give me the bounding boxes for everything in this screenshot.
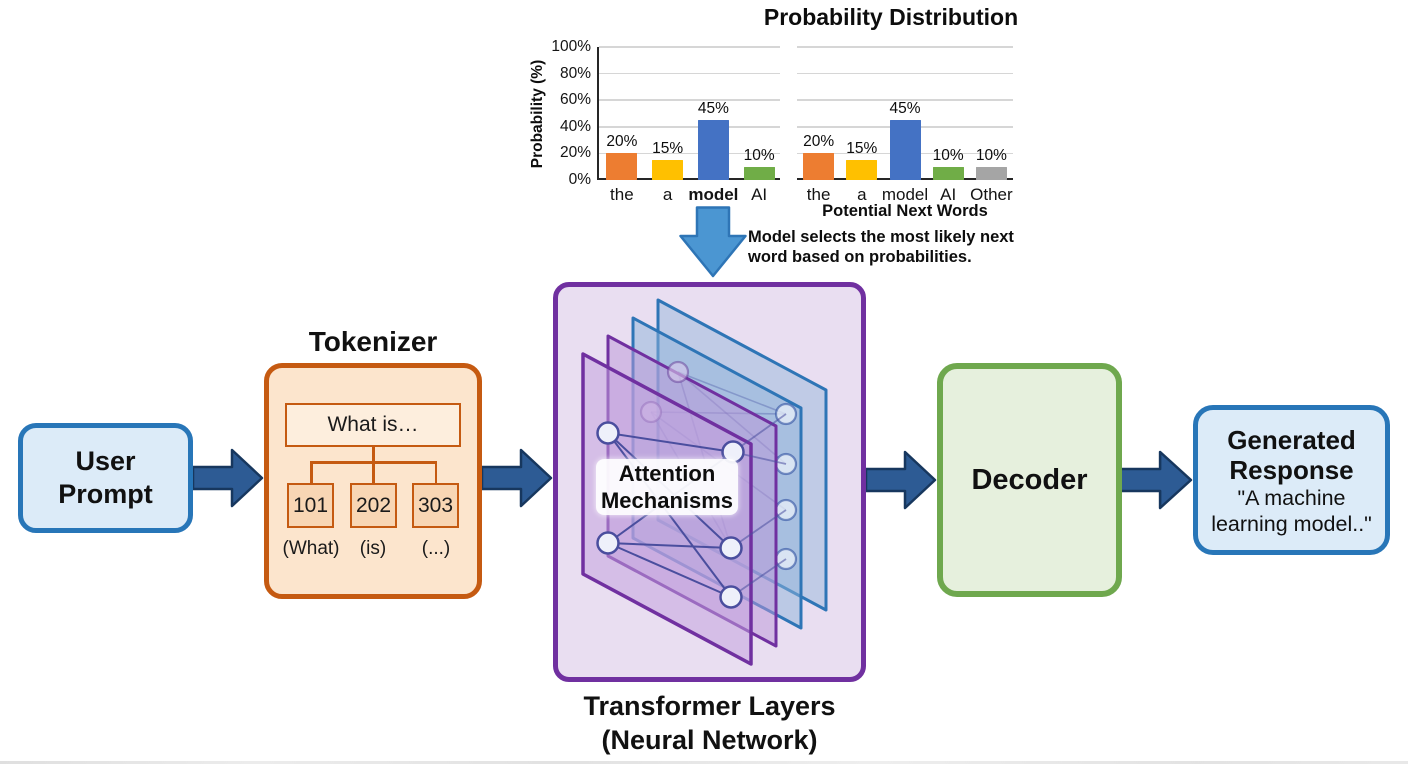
x-axis-label: Potential Next Words <box>822 202 988 220</box>
y-tick-label: 100% <box>551 38 591 55</box>
user-prompt-line2: Prompt <box>58 479 153 509</box>
arrow-user-to-tokenizer <box>191 448 264 513</box>
response-quote-line2: learning model.." <box>1211 512 1372 536</box>
bar-value-label: 45% <box>697 100 729 118</box>
bar-value-label: 10% <box>975 146 1007 164</box>
gridline <box>599 72 780 75</box>
token-word-ellipsis: (...) <box>421 538 451 559</box>
selection-note-line1: Model selects the most likely next <box>748 228 1014 246</box>
x-category-label: a <box>857 185 867 204</box>
bar-value-label: 10% <box>932 146 964 164</box>
phrase-box: What is… <box>285 403 461 447</box>
y-tick-label: 20% <box>559 144 591 162</box>
transformer-box: Attention Mechanisms <box>553 282 866 682</box>
bar-a <box>652 160 684 180</box>
bar-Other <box>975 166 1007 180</box>
x-category-label: a <box>662 185 673 204</box>
bar-the <box>606 153 638 180</box>
bar-value-label: 45% <box>889 100 921 118</box>
bar-the <box>803 153 835 180</box>
bar-value-label: 20% <box>606 133 638 151</box>
y-tick-label: 40% <box>559 117 591 135</box>
user-prompt-line1: User <box>75 446 136 476</box>
arrow-decoder-to-response <box>1118 450 1193 515</box>
bottom-edge-artifact <box>0 761 1408 764</box>
y-tick-label: 80% <box>559 64 591 82</box>
arrow-transformer-to-decoder <box>864 450 937 515</box>
arrow-tokenizer-to-transformer <box>480 448 553 513</box>
decoder-box: Decoder <box>937 363 1122 597</box>
tree-drop-1 <box>310 461 313 484</box>
bar-value-label: 15% <box>652 140 684 158</box>
gridline <box>599 126 780 128</box>
bar-value-label: 10% <box>743 146 775 164</box>
gridline <box>599 99 780 101</box>
token-id-101: 101 <box>287 483 334 528</box>
x-category-label: AI <box>751 185 768 204</box>
tree-stem <box>372 447 375 462</box>
gridline <box>797 46 1013 48</box>
bar-model <box>697 120 729 180</box>
bar-a <box>846 160 878 180</box>
tokenizer-box: What is… 101 202 303 (What) (is) (...) <box>264 363 482 599</box>
transformer-caption: Transformer Layers (Neural Network) <box>543 689 876 757</box>
tree-drop-3 <box>434 461 437 484</box>
token-id-303: 303 <box>412 483 459 528</box>
transformer-caption-line1: Transformer Layers <box>583 691 836 721</box>
bar-AI <box>743 166 775 180</box>
chart-title: Probability Distribution <box>763 4 1019 30</box>
x-category-label: model <box>881 185 929 204</box>
gridline <box>797 99 1013 101</box>
bar-value-label: 15% <box>846 140 878 158</box>
bar-chart-1: 0% 20% 40% 60% 80% 100% 20% the 15% a 45% model 10% A… <box>551 38 780 204</box>
user-prompt-box: User Prompt <box>18 423 193 533</box>
y-tick-label: 0% <box>568 171 591 188</box>
response-quote-line1: "A machine <box>1237 486 1346 510</box>
x-category-label: Other <box>970 185 1013 204</box>
down-arrow-icon <box>679 206 747 283</box>
token-word-is: (is) <box>359 538 387 559</box>
token-word-what: (What) <box>282 538 340 559</box>
x-category-label: the <box>806 185 831 204</box>
token-id-202: 202 <box>350 483 397 528</box>
bar-chart-2: 20% the 15% a 45% model 10% AI 10% Other <box>797 46 1013 204</box>
selection-note-line2: word based on probabilities. <box>748 248 972 266</box>
x-category-label: AI <box>940 185 957 204</box>
bar-value-label: 20% <box>803 133 835 151</box>
tree-drop-2 <box>372 461 375 484</box>
selection-note: Model selects the most likely next word … <box>748 227 1048 267</box>
generated-response-box: Generated Response "A machine learning m… <box>1193 405 1390 555</box>
response-title-line1: Generated <box>1227 425 1356 455</box>
x-category-label: model <box>688 185 739 204</box>
gridline <box>797 72 1013 75</box>
tokenizer-title: Tokenizer <box>308 326 438 357</box>
bar-AI <box>932 166 964 180</box>
x-category-label: the <box>610 185 634 204</box>
gridline <box>599 152 780 155</box>
bar-model <box>889 120 921 180</box>
attention-mechanisms-label: Attention Mechanisms <box>596 459 738 515</box>
response-title-line2: Response <box>1229 455 1354 485</box>
y-tick-label: 60% <box>559 91 591 109</box>
gridline <box>599 46 780 48</box>
transformer-caption-line2: (Neural Network) <box>601 725 818 755</box>
attention-label-line2: Mechanisms <box>600 488 734 513</box>
attention-label-line1: Attention <box>618 461 716 486</box>
